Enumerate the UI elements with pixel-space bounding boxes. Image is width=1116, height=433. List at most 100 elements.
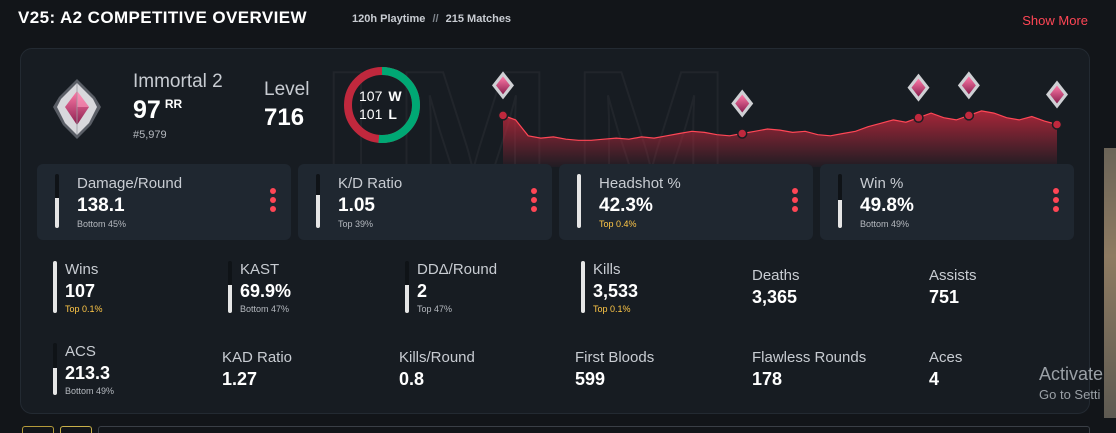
mini-stat-value: 69.9%	[240, 281, 292, 301]
stat-card: Damage/Round 138.1 Bottom 45%	[37, 164, 291, 240]
win-loss-ring	[344, 67, 420, 143]
graph-point[interactable]	[1051, 119, 1063, 130]
level-value: 716	[264, 104, 305, 131]
percentile-bar	[55, 174, 59, 228]
mini-stat-label: Wins	[65, 261, 99, 278]
rank-marker-icon	[731, 89, 754, 118]
kebab-menu-icon[interactable]	[269, 188, 277, 214]
stat-card: K/D Ratio 1.05 Top 39%	[298, 164, 552, 240]
playtime-text: 120h Playtime	[352, 13, 426, 25]
mini-stat-label: First Bloods	[575, 349, 655, 366]
stat-value: 138.1	[77, 195, 125, 216]
mini-stat-value: 4	[929, 369, 940, 389]
mini-stat-percentile: Top 0.1%	[593, 304, 631, 314]
percentile-bar-fill	[53, 261, 57, 313]
mini-stat: Kills/Round 0.8	[399, 345, 569, 409]
subtitle-separator: //	[432, 13, 439, 25]
mini-stat-value: 751	[929, 287, 960, 307]
rank-marker-icon	[1046, 80, 1068, 109]
stat-card: Win % 49.8% Bottom 49%	[820, 164, 1074, 240]
matches-text: 215 Matches	[445, 13, 512, 25]
stat-percentile: Bottom 45%	[77, 219, 127, 229]
graph-point[interactable]	[736, 128, 748, 139]
mini-stat-value: 107	[65, 281, 96, 301]
stat-percentile: Top 39%	[338, 219, 374, 229]
mini-stat-label: ACS	[65, 343, 96, 360]
rank-history-graph	[492, 71, 1068, 167]
mini-stat-value: 599	[575, 369, 606, 389]
rr-value: 97	[133, 96, 161, 124]
losses-label: L	[388, 106, 397, 122]
mini-stat: Deaths 3,365	[752, 263, 922, 327]
show-more-button[interactable]: Show More	[1022, 13, 1088, 28]
mini-stat: DDΔ/Round 2 Top 47%	[399, 257, 569, 321]
stat-percentile: Top 0.4%	[599, 219, 637, 229]
rank-marker-icon	[492, 71, 514, 100]
mini-stat: Flawless Rounds 178	[752, 345, 922, 409]
mini-stat-label: Aces	[929, 349, 963, 366]
mini-stat-value: 1.27	[222, 369, 258, 389]
stat-label: Headshot %	[599, 175, 681, 192]
activation-line-1: Activate	[1039, 364, 1104, 384]
mini-stat: Wins 107 Top 0.1%	[47, 257, 217, 321]
mini-stat-label: KAD Ratio	[222, 349, 293, 366]
overview-subtitle: 120h Playtime // 215 Matches	[352, 13, 511, 25]
stat-card: Headshot % 42.3% Top 0.4%	[559, 164, 813, 240]
tab-stub[interactable]	[60, 426, 92, 433]
graph-point[interactable]	[497, 110, 509, 121]
stat-label: Damage/Round	[77, 175, 183, 192]
tab-stub[interactable]	[22, 426, 54, 433]
wins-count: 107	[359, 88, 383, 104]
mini-stat-label: Kills	[593, 261, 621, 278]
mini-stat-value: 3,533	[593, 281, 639, 301]
stat-value: 42.3%	[599, 195, 653, 216]
mini-stat-percentile: Bottom 49%	[65, 386, 115, 396]
graph-point[interactable]	[913, 112, 924, 123]
mini-stat-value: 213.3	[65, 363, 111, 383]
kebab-menu-icon[interactable]	[791, 188, 799, 214]
percentile-bar	[577, 174, 581, 228]
mini-stat: KAD Ratio 1.27	[222, 345, 392, 409]
kebab-menu-icon[interactable]	[1052, 188, 1060, 214]
percentile-bar-fill	[581, 261, 585, 313]
rank-marker-icon	[907, 73, 930, 102]
mini-stat: Kills 3,533 Top 0.1%	[575, 257, 745, 321]
mini-stat-percentile: Bottom 47%	[240, 304, 290, 314]
activation-line-2: Go to Setti	[1039, 387, 1101, 402]
mini-stat-value: 0.8	[399, 369, 425, 389]
percentile-bar	[53, 261, 57, 313]
mini-stat-percentile: Top 47%	[417, 304, 453, 314]
mini-stat-label: DDΔ/Round	[417, 261, 498, 278]
mini-stat: KAST 69.9% Bottom 47%	[222, 257, 392, 321]
rr-unit: RR	[164, 97, 183, 111]
percentile-bar	[228, 261, 232, 313]
mini-stat-label: Deaths	[752, 267, 800, 284]
percentile-bar	[316, 174, 320, 228]
rank-marker-icon	[957, 71, 980, 100]
mini-stat-label: Assists	[929, 267, 977, 284]
kebab-menu-icon[interactable]	[530, 188, 538, 214]
stat-percentile: Bottom 49%	[860, 219, 910, 229]
overview-header: V25: A2 COMPETITIVE OVERVIEW 120h Playti…	[18, 8, 1098, 32]
mini-stat: First Bloods 599	[575, 345, 745, 409]
mini-stat-value: 3,365	[752, 287, 798, 307]
percentile-bar-fill	[228, 285, 232, 313]
immortal-rank-icon	[53, 79, 101, 139]
mini-stat-label: Kills/Round	[399, 349, 475, 366]
rank-graph-area	[503, 110, 1057, 167]
stat-value: 1.05	[338, 195, 375, 216]
graph-point[interactable]	[963, 110, 975, 121]
tab-stub[interactable]	[98, 426, 1090, 433]
stat-label: Win %	[860, 175, 904, 192]
windows-activation-watermark: Activate Go to Setti	[1039, 364, 1103, 402]
level-label: Level	[264, 79, 310, 100]
mini-stat: Aces 4	[929, 345, 1089, 409]
percentile-bar	[405, 261, 409, 313]
page-title: V25: A2 COMPETITIVE OVERVIEW	[18, 8, 307, 27]
leaderboard-position: #5,979	[133, 129, 167, 141]
percentile-bar-fill	[316, 195, 320, 228]
win-arc	[344, 67, 420, 143]
wins-label: W	[388, 88, 402, 104]
losses-count: 101	[359, 106, 383, 122]
